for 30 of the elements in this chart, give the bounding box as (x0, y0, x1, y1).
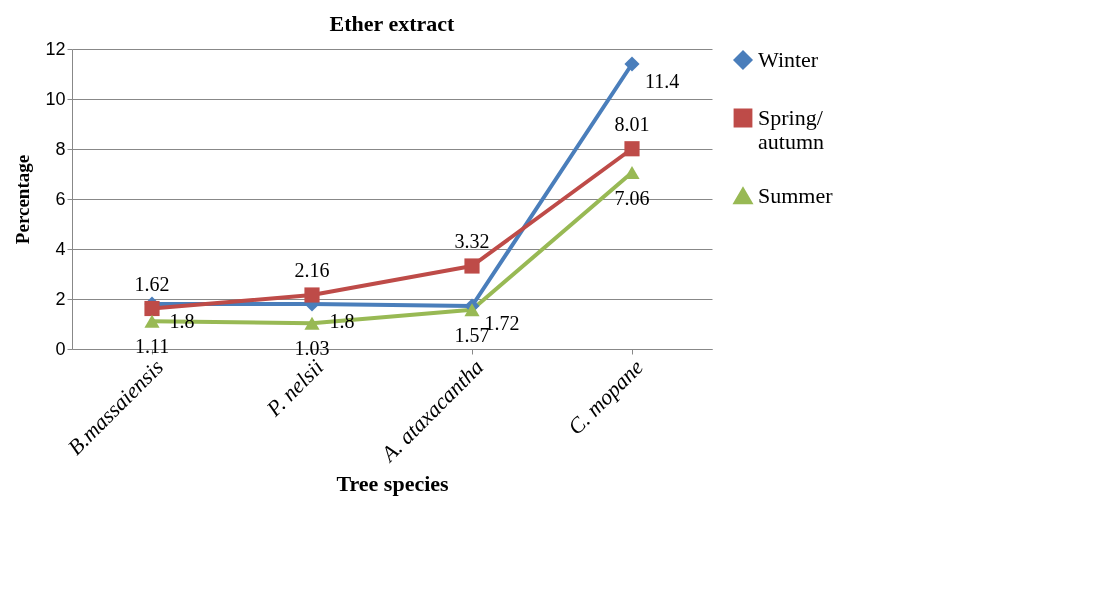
legend-label: Winter (758, 47, 819, 72)
data-label: 8.01 (614, 112, 650, 135)
y-tick-label: 10 (45, 88, 66, 109)
legend-label: Spring/ autumn (758, 105, 824, 154)
y-tick-label: 8 (55, 138, 66, 159)
point (624, 165, 640, 180)
chart-title: Ether extract (329, 11, 456, 36)
data-label: 3.32 (454, 230, 490, 252)
point (144, 300, 160, 317)
x-axis-title: Tree species (336, 470, 450, 496)
point (624, 56, 640, 72)
data-label: 11.4 (644, 70, 680, 92)
y-tick-label: 4 (55, 238, 66, 259)
y-tick-label: 0 (55, 338, 66, 359)
data-label: 1.62 (134, 272, 170, 295)
point (464, 303, 480, 317)
data-label: 1.03 (294, 337, 330, 360)
data-label: 1.11 (134, 335, 170, 358)
point (304, 316, 320, 330)
y-tick-label: 6 (55, 188, 66, 209)
point (304, 287, 320, 303)
point (464, 258, 480, 274)
point (144, 314, 160, 328)
y-axis-title: Percentage (12, 154, 34, 245)
point (624, 141, 640, 157)
y-tick-label: 12 (45, 38, 66, 59)
legend-label: Summer (758, 183, 834, 208)
y-tick-label: 2 (55, 288, 66, 309)
data-label: 7.06 (614, 186, 650, 209)
data-label: 2.16 (294, 259, 330, 281)
